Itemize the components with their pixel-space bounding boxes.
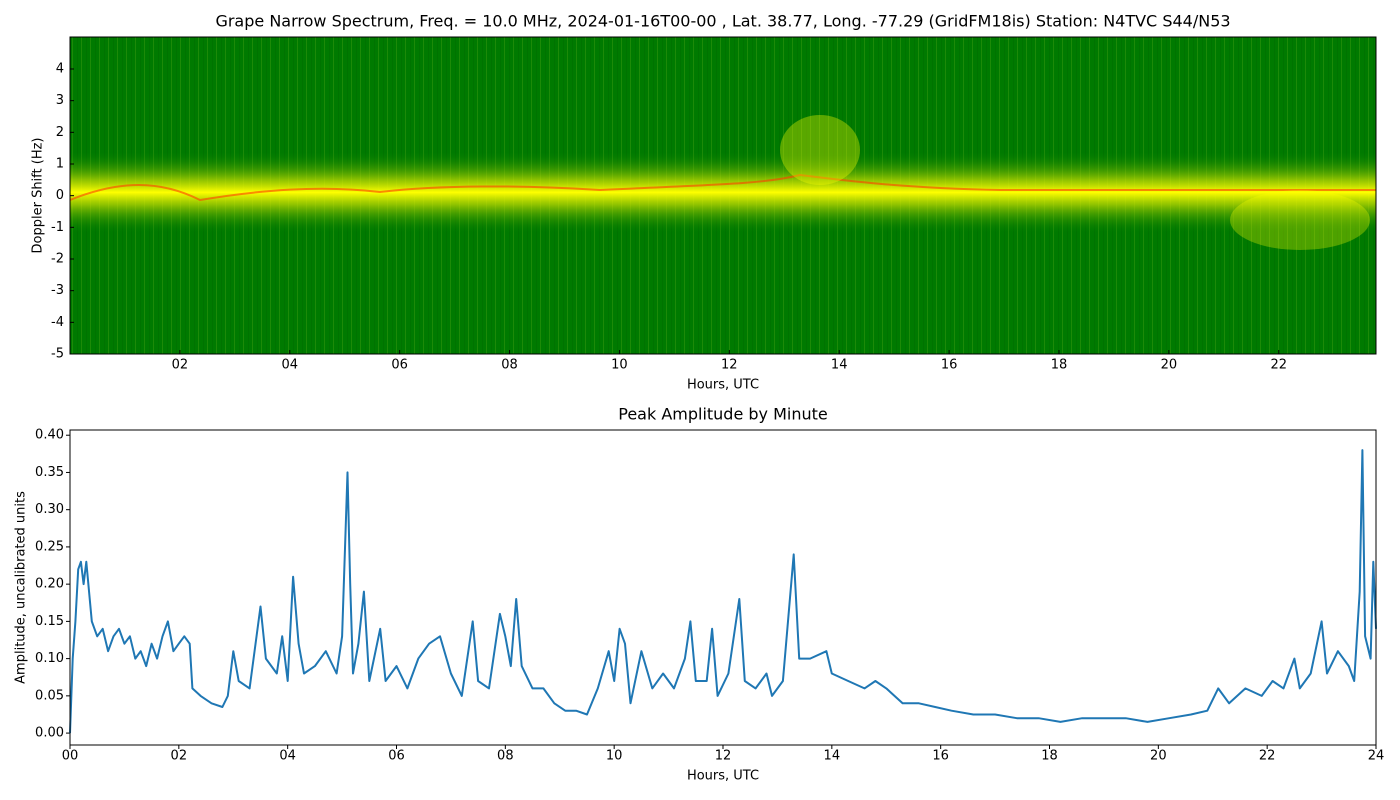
y-tick-label: 0.00 xyxy=(35,726,64,741)
x-tick-label: 14 xyxy=(824,749,841,764)
x-tick-label: 16 xyxy=(932,749,949,764)
y-tick-label: -4 xyxy=(51,315,64,330)
y-tick-label: 0.20 xyxy=(35,577,64,592)
x-tick-label: 06 xyxy=(388,749,405,764)
x-tick-label: 02 xyxy=(171,749,188,764)
y-axis-label: Doppler Shift (Hz) xyxy=(31,138,46,254)
y-tick-label: 0.05 xyxy=(35,688,64,703)
x-tick-label: 08 xyxy=(497,749,514,764)
y-tick-label: 3 xyxy=(56,93,64,108)
y-tick-label: -3 xyxy=(51,283,64,298)
x-tick-label: 18 xyxy=(1051,358,1068,373)
y-tick-label: 0.25 xyxy=(35,539,64,554)
plot-frame xyxy=(69,36,1377,355)
spectrogram-image xyxy=(69,37,1376,354)
x-axis-label: Hours, UTC xyxy=(687,378,759,393)
chart-title: Grape Narrow Spectrum, Freq. = 10.0 MHz,… xyxy=(215,12,1230,31)
x-axis-label: Hours, UTC xyxy=(687,769,759,784)
plot-frame xyxy=(69,429,1377,746)
x-tick-label: 16 xyxy=(941,358,958,373)
x-tick-label: 14 xyxy=(831,358,848,373)
y-tick-label: 2 xyxy=(56,125,64,140)
x-tick-label: 12 xyxy=(721,358,738,373)
y-tick-label: -2 xyxy=(51,251,64,266)
x-tick-label: 18 xyxy=(1041,749,1058,764)
x-tick-label: 20 xyxy=(1161,358,1178,373)
y-tick-label: -1 xyxy=(51,220,64,235)
y-tick-label: 4 xyxy=(56,61,64,76)
y-tick-label: -5 xyxy=(51,347,64,362)
x-tick-label: 04 xyxy=(281,358,298,373)
y-tick-label: 0.30 xyxy=(35,502,64,517)
y-tick-label: 1 xyxy=(56,156,64,171)
x-tick-label: 08 xyxy=(501,358,518,373)
x-tick-label: 00 xyxy=(62,749,79,764)
x-tick-label: 10 xyxy=(606,749,623,764)
y-tick-label: 0 xyxy=(56,188,64,203)
x-tick-label: 12 xyxy=(715,749,732,764)
chart-title: Peak Amplitude by Minute xyxy=(618,405,828,424)
x-tick-label: 10 xyxy=(611,358,628,373)
x-tick-label: 06 xyxy=(391,358,408,373)
x-tick-label: 04 xyxy=(279,749,296,764)
y-tick-label: 0.15 xyxy=(35,614,64,629)
x-tick-label: 24 xyxy=(1368,749,1385,764)
x-tick-label: 22 xyxy=(1259,749,1276,764)
x-tick-label: 22 xyxy=(1270,358,1287,373)
y-tick-label: 0.40 xyxy=(35,428,64,443)
y-tick-label: 0.10 xyxy=(35,651,64,666)
y-axis-label: Amplitude, uncalibrated units xyxy=(14,491,29,684)
x-tick-label: 20 xyxy=(1150,749,1167,764)
y-tick-label: 0.35 xyxy=(35,465,64,480)
line-series xyxy=(69,449,1377,734)
x-tick-label: 02 xyxy=(172,358,189,373)
